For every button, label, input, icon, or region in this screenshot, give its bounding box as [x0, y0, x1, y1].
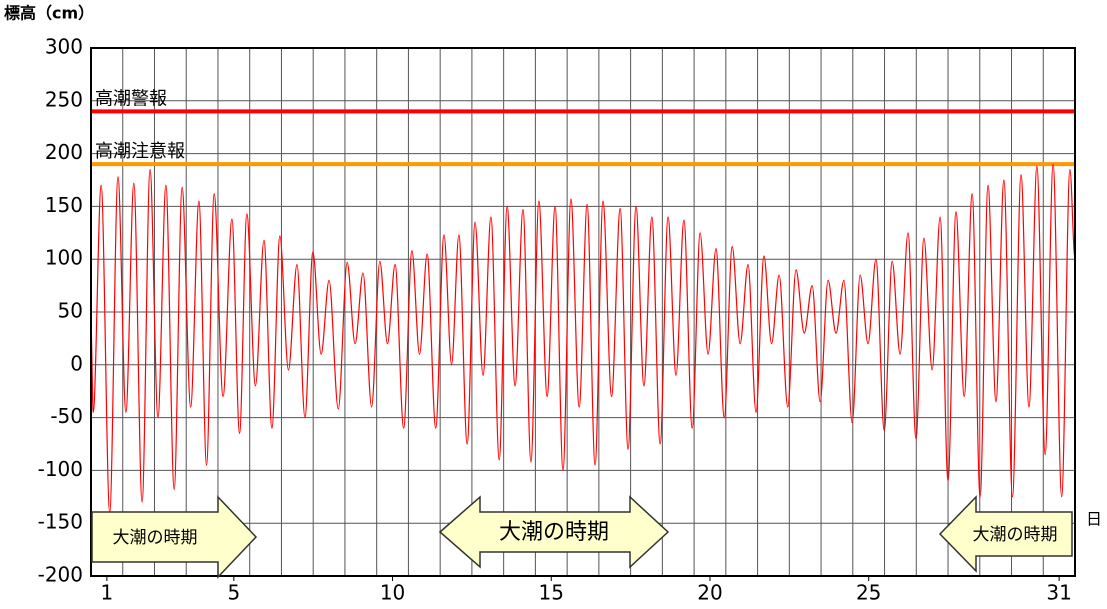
plot-frame — [90, 47, 1076, 577]
y-tick-label: -200 — [38, 563, 83, 587]
y-tick-label: 300 — [45, 35, 83, 59]
tide-line — [90, 163, 1076, 514]
y-axis-label: 標高（cm） — [4, 4, 94, 23]
reference-label: 高潮警報 — [95, 88, 167, 109]
x-tick-label: 20 — [697, 581, 722, 605]
y-tick-label: 0 — [70, 351, 83, 375]
x-tick-label: 1 — [101, 581, 114, 605]
annotation-text: 大潮の時期 — [973, 525, 1058, 545]
y-tick-label: -100 — [38, 457, 83, 481]
x-tick-label: 25 — [856, 581, 881, 605]
x-axis-label: 日 — [1086, 510, 1102, 529]
arrow-shape — [438, 495, 670, 569]
x-tick-label: 15 — [539, 581, 564, 605]
y-tick-label: 100 — [45, 246, 83, 270]
y-tick-label: 200 — [45, 140, 83, 164]
annotation-text: 大潮の時期 — [113, 528, 198, 548]
reference-label: 高潮注意報 — [95, 141, 185, 162]
y-tick-label: -150 — [38, 510, 83, 534]
y-tick-label: -50 — [50, 404, 83, 428]
y-tick-label: 150 — [45, 193, 83, 217]
y-tick-label: 250 — [45, 87, 83, 111]
x-tick-label: 31 — [1046, 581, 1071, 605]
y-tick-label: 50 — [58, 299, 83, 323]
x-tick-label: 5 — [227, 581, 240, 605]
arrow-shape — [91, 495, 258, 579]
arrow-shape — [938, 495, 1073, 573]
plot-area — [90, 163, 1076, 514]
annotation-arrow: 大潮の時期 — [938, 495, 1073, 573]
annotation-text: 大潮の時期 — [499, 520, 609, 545]
x-tick-label: 10 — [380, 581, 405, 605]
annotation-arrow: 大潮の時期 — [91, 495, 258, 579]
annotation-arrow: 大潮の時期 — [438, 495, 670, 569]
